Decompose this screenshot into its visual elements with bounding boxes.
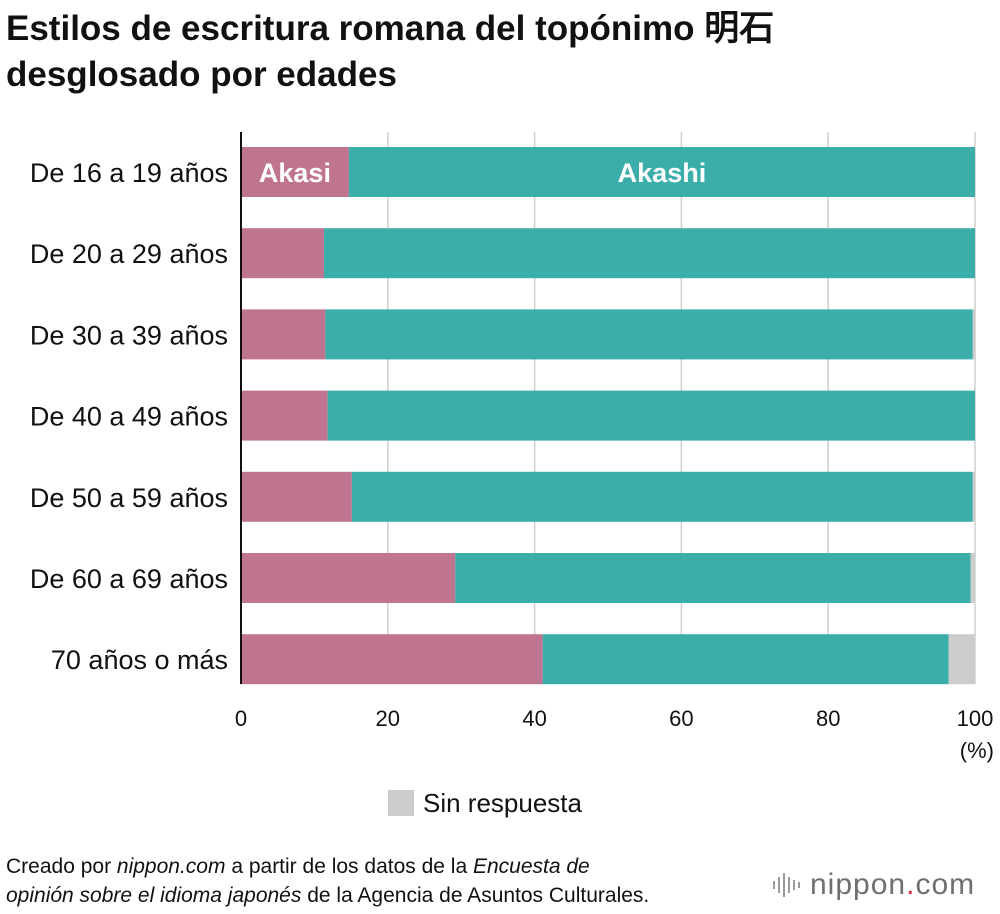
bar-akashi (455, 553, 971, 603)
bar-akasi (241, 553, 456, 603)
series-inline-label: Akashi (618, 158, 707, 188)
brand-logo: nippon.com (772, 868, 975, 902)
chart-title: Estilos de escritura romana del topónimo… (6, 6, 966, 98)
source-note-line-1: Creado por nippon.com a partir de los da… (6, 852, 766, 881)
bar-akasi (241, 471, 352, 522)
source-text: a partir de los datos de la (225, 855, 473, 878)
brand-name: nippon (810, 868, 907, 901)
source-site-name: nippon.com (116, 855, 226, 878)
brand-wordmark: nippon.com (810, 868, 975, 902)
category-label: De 60 a 69 años (30, 564, 228, 594)
x-tick-label: 0 (235, 706, 247, 731)
bar-akashi (325, 309, 973, 360)
category-label: De 30 a 39 años (30, 320, 228, 350)
bar-akashi (323, 228, 975, 279)
chart-title-line-1: Estilos de escritura romana del topónimo… (6, 9, 775, 48)
bar-akasi (241, 309, 326, 360)
x-tick-label: 20 (376, 706, 400, 731)
category-label: De 50 a 59 años (30, 483, 228, 513)
x-tick-label: 60 (669, 706, 693, 731)
legend-label: Sin respuesta (423, 788, 583, 818)
bar-akasi (241, 228, 324, 279)
bar-akasi (241, 147, 349, 197)
sound-wave-icon (773, 873, 800, 897)
series-inline-label: Akasi (259, 158, 331, 188)
bar-akashi (351, 471, 973, 522)
legend-swatch (388, 790, 414, 816)
x-tick-label: 80 (816, 706, 840, 731)
bar-akasi (241, 390, 328, 441)
category-label: 70 años o más (51, 645, 228, 675)
bar-akashi (327, 390, 975, 441)
bar-akashi (348, 147, 975, 197)
bar-sin-respuesta (970, 553, 975, 603)
stacked-bar-chart: De 16 a 19 años De 20 a 29 años De 30 a 39… (30, 132, 994, 818)
survey-name: Encuesta de (472, 855, 590, 878)
chart-title-line-2: desglosado por edades (6, 55, 397, 94)
x-tick-label: 40 (522, 706, 546, 731)
brand-tld: com (915, 868, 976, 901)
bar-sin-respuesta (972, 309, 975, 360)
category-label: De 16 a 19 años (30, 158, 228, 188)
bar-akashi (542, 634, 949, 685)
source-text: de la Agencia de Asuntos Culturales. (301, 884, 650, 907)
survey-name-cont: opinión sobre el idioma japonés (6, 884, 302, 907)
x-tick-label: 100 (957, 706, 994, 731)
brand-dot: . (906, 868, 916, 901)
bar-sin-respuesta (972, 471, 975, 522)
bar-akasi (241, 634, 543, 685)
source-note-line-2: opinión sobre el idioma japonés de la Ag… (6, 881, 766, 910)
x-unit-label: (%) (960, 738, 994, 763)
bar-sin-respuesta (948, 634, 975, 685)
category-label: De 40 a 49 años (30, 402, 228, 432)
category-label: De 20 a 29 años (30, 239, 228, 269)
source-text: Creado por (6, 855, 117, 878)
source-note: Creado por nippon.com a partir de los da… (6, 852, 766, 910)
